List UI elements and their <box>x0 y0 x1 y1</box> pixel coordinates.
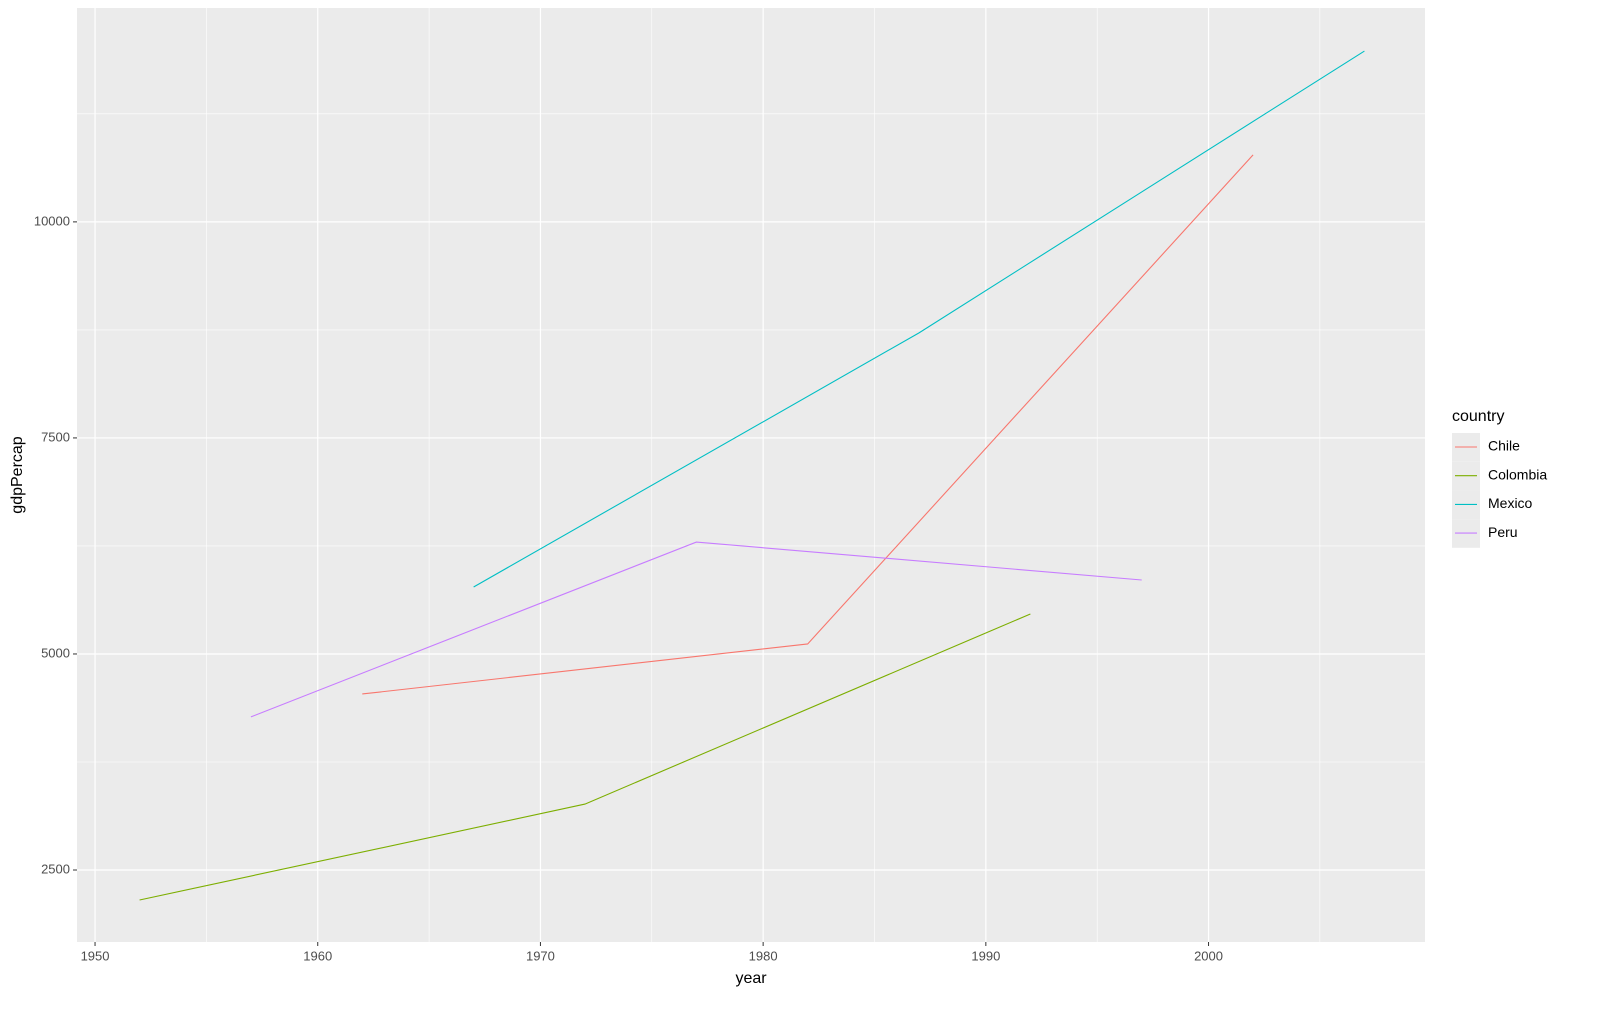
series-line <box>473 50 1365 588</box>
panel <box>77 8 1425 942</box>
y-tick-label: 5000 <box>41 645 70 660</box>
legend: Chile Colombia Mexico Peru <box>1452 433 1547 548</box>
x-tick-label: 1960 <box>303 948 332 963</box>
series-line <box>139 613 1031 901</box>
x-tick-label: 1950 <box>81 948 110 963</box>
series-line <box>362 154 1254 695</box>
x-tick-label: 2000 <box>1194 948 1223 963</box>
y-tick-label: 10000 <box>34 213 70 228</box>
legend-title: country <box>1452 408 1504 425</box>
legend-label: Colombia <box>1488 466 1547 482</box>
legend-label: Mexico <box>1488 495 1533 511</box>
x-tick-label: 1990 <box>971 948 1000 963</box>
plot-lines <box>139 50 1365 901</box>
y-tick-label: 7500 <box>41 429 70 444</box>
x-tick-label: 1970 <box>526 948 555 963</box>
y-axis-title: gdpPercap <box>9 436 26 513</box>
y-tick-label: 2500 <box>41 861 70 876</box>
x-tick-label: 1980 <box>749 948 778 963</box>
axes: 1950 1960 1970 1980 1990 2000 2500 5000 7500 1000… <box>34 213 1223 963</box>
x-axis-title: year <box>735 970 767 987</box>
grid <box>77 8 1425 942</box>
legend-label: Chile <box>1488 438 1520 454</box>
legend-label: Peru <box>1488 524 1518 540</box>
series-line <box>250 541 1142 718</box>
